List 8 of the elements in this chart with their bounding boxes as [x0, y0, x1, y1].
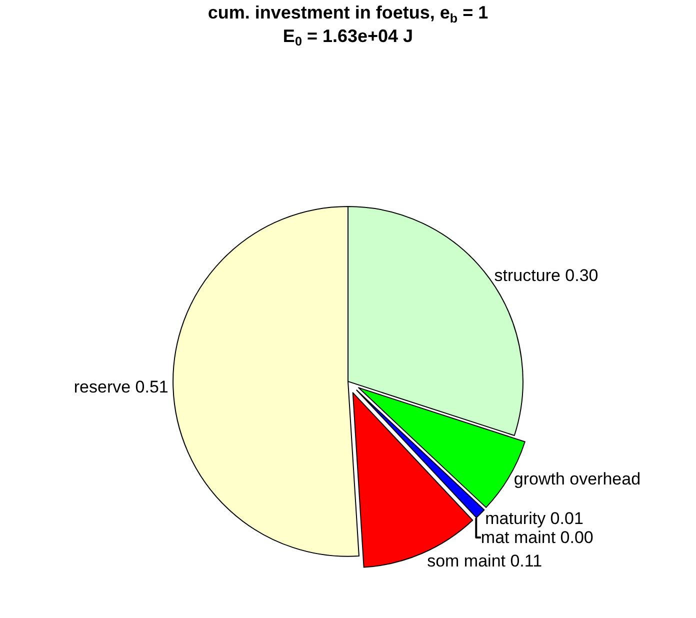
- slice-label: som maint 0.11: [427, 552, 542, 571]
- slice-label: reserve 0.51: [74, 377, 168, 396]
- slice-label: structure 0.30: [494, 266, 598, 285]
- slice-label: growth overhead: [514, 470, 641, 489]
- chart-title: cum. investment in foetus, e$_{b}$ = 1: [208, 2, 488, 26]
- slice-label: maturity 0.01: [485, 509, 584, 528]
- category-label: mat maint 0.00: [480, 528, 594, 548]
- chart-subtitle: E$_{0}$ = 1.63e+04 J: [282, 26, 414, 49]
